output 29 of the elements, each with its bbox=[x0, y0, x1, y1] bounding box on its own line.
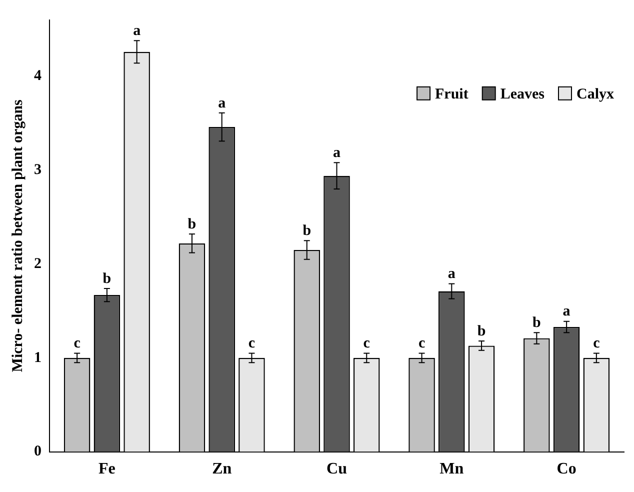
x-tick-label: Zn bbox=[212, 460, 232, 478]
data-label: c bbox=[74, 336, 81, 352]
data-label: b bbox=[302, 222, 312, 239]
data-label: c bbox=[418, 336, 426, 352]
y-tick-label: 1 bbox=[34, 350, 42, 366]
data-label: a bbox=[333, 145, 341, 162]
x-tick-label: Co bbox=[556, 460, 576, 478]
data-label: b bbox=[188, 216, 196, 232]
data-label: a bbox=[448, 266, 456, 282]
data-label: b bbox=[477, 323, 486, 340]
data-label: b bbox=[102, 270, 112, 287]
y-tick-label: 0 bbox=[34, 444, 42, 460]
y-axis-title: Micro- element ratio between plant organs bbox=[10, 99, 26, 372]
x-tick-label: Mn bbox=[440, 460, 464, 478]
data-label: a bbox=[562, 304, 571, 320]
x-tick-label: Cu bbox=[326, 460, 348, 478]
x-tick-label: Fe bbox=[98, 460, 116, 478]
data-label: a bbox=[218, 95, 226, 112]
data-label: c bbox=[593, 336, 600, 352]
data-label: c bbox=[248, 336, 256, 352]
legend-label: Fruit bbox=[435, 86, 468, 102]
legend-label: Leaves bbox=[500, 86, 545, 102]
data-label: c bbox=[363, 336, 370, 352]
data-label: a bbox=[133, 23, 142, 40]
y-tick-label: 2 bbox=[34, 256, 42, 272]
y-tick-label: 4 bbox=[34, 68, 42, 84]
y-tick-label: 3 bbox=[34, 162, 42, 178]
legend-label: Calyx bbox=[576, 86, 614, 102]
data-label: b bbox=[532, 314, 541, 331]
